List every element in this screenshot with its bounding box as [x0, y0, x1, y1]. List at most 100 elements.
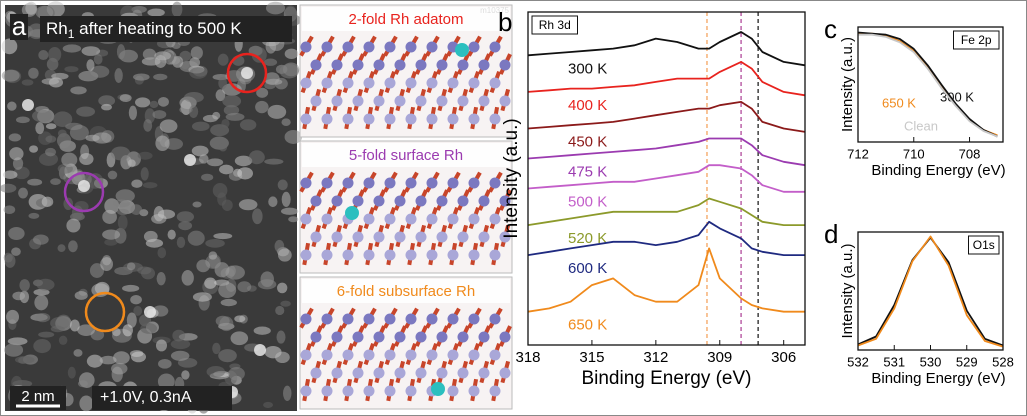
model-atom — [457, 59, 469, 71]
letter-bg — [10, 14, 28, 40]
stm-blob — [0, 183, 17, 193]
spectrum — [527, 101, 806, 133]
stm-blob — [50, 325, 65, 333]
stm-blob — [167, 229, 176, 240]
model-atom — [405, 349, 417, 361]
model-label-bg — [302, 7, 510, 31]
model-atom — [300, 349, 312, 361]
model-atom — [352, 331, 364, 343]
cond-bg — [92, 386, 232, 410]
model-atom — [447, 249, 459, 261]
stm-blob — [263, 58, 278, 66]
stm-blob — [257, 279, 277, 290]
model-atom — [447, 177, 459, 189]
model-atom — [384, 249, 396, 261]
stm-blob — [14, 356, 35, 364]
stm-blob — [90, 65, 110, 78]
model-atom — [478, 95, 490, 107]
stm-blob — [4, 343, 24, 357]
series-label: 650 K — [568, 317, 607, 334]
stm-blob — [45, 135, 57, 143]
model-atom — [405, 177, 417, 189]
stm-blob — [188, 105, 199, 119]
stm-blob — [89, 263, 105, 278]
model-atom — [447, 349, 459, 361]
model-atom — [363, 249, 375, 261]
stm-blob — [69, 319, 80, 332]
x-tick-label: 528 — [992, 354, 1014, 369]
model-atom — [478, 331, 490, 343]
model-atom — [321, 349, 333, 361]
stm-blob — [172, 329, 186, 342]
model-atom — [415, 195, 427, 207]
model-atom — [352, 59, 364, 71]
models: 2-fold Rh adatom 5-fold surface Rh 6-fold … — [299, 4, 513, 410]
marker-red — [226, 52, 268, 94]
model-atom — [499, 195, 511, 207]
stm-blob — [225, 112, 245, 121]
model-atom — [468, 349, 480, 361]
model-atom — [352, 367, 364, 379]
stm-blob — [45, 147, 57, 157]
model-atom — [384, 77, 396, 89]
stm-blob — [41, 196, 54, 208]
model-atom — [426, 113, 438, 125]
stm-blob — [154, 54, 167, 68]
stm-blob — [205, 238, 225, 248]
stm-blob — [190, 46, 203, 60]
model-atom — [321, 113, 333, 125]
stm-blob — [32, 109, 52, 123]
model-atom — [468, 113, 480, 125]
series-label: 300 K — [940, 89, 974, 104]
stm-blob — [100, 257, 113, 271]
stm-blob — [111, 328, 121, 337]
stm-blob — [159, 119, 178, 133]
model-atom — [489, 77, 501, 89]
stm-blob — [143, 230, 158, 243]
model-atom — [310, 59, 322, 71]
model-atom — [436, 59, 448, 71]
x-tick-label: 309 — [707, 349, 732, 366]
series-label: 500 K — [568, 193, 607, 210]
stm-blob — [253, 326, 271, 335]
model-atom — [342, 313, 354, 325]
stm-blob — [8, 133, 22, 142]
model-atom — [363, 113, 375, 125]
stm-blob — [277, 248, 292, 262]
stm-blob — [212, 111, 221, 120]
model-atom — [457, 231, 469, 243]
model-atom — [447, 313, 459, 325]
stm-blob — [130, 204, 143, 215]
model-atom — [363, 313, 375, 325]
model-atom — [489, 313, 501, 325]
model-atom — [310, 367, 322, 379]
model-atom — [300, 177, 312, 189]
model-atom — [478, 195, 490, 207]
model-atom — [405, 385, 417, 397]
model-atom — [436, 95, 448, 107]
y-axis-label: Intensity (a.u.) — [501, 118, 522, 238]
stm-blob — [1, 69, 20, 82]
stm-blob — [157, 247, 167, 259]
stm-blob — [219, 316, 234, 332]
stm-blob — [176, 236, 186, 249]
stm-blob — [111, 362, 128, 375]
stm-blob — [277, 179, 288, 191]
model-atom — [394, 195, 406, 207]
stm-blob — [280, 207, 299, 215]
stm-blob — [35, 5, 54, 19]
model-atom — [384, 113, 396, 125]
model-atom — [478, 59, 490, 71]
stm-blob — [11, 247, 21, 256]
stm-blob — [208, 251, 218, 260]
model-atom — [373, 59, 385, 71]
stm-blob — [110, 146, 131, 161]
stm-blob — [28, 67, 39, 79]
charts: 300 K 400 K 450 K 475 K 500 K 520 K 600 K 650 K… — [498, 7, 1014, 389]
model-atom — [310, 195, 322, 207]
model-atom — [478, 231, 490, 243]
stm-blob — [187, 230, 205, 246]
model-atom — [415, 331, 427, 343]
stm-blob — [225, 265, 245, 280]
x-tick-label: 312 — [643, 349, 668, 366]
